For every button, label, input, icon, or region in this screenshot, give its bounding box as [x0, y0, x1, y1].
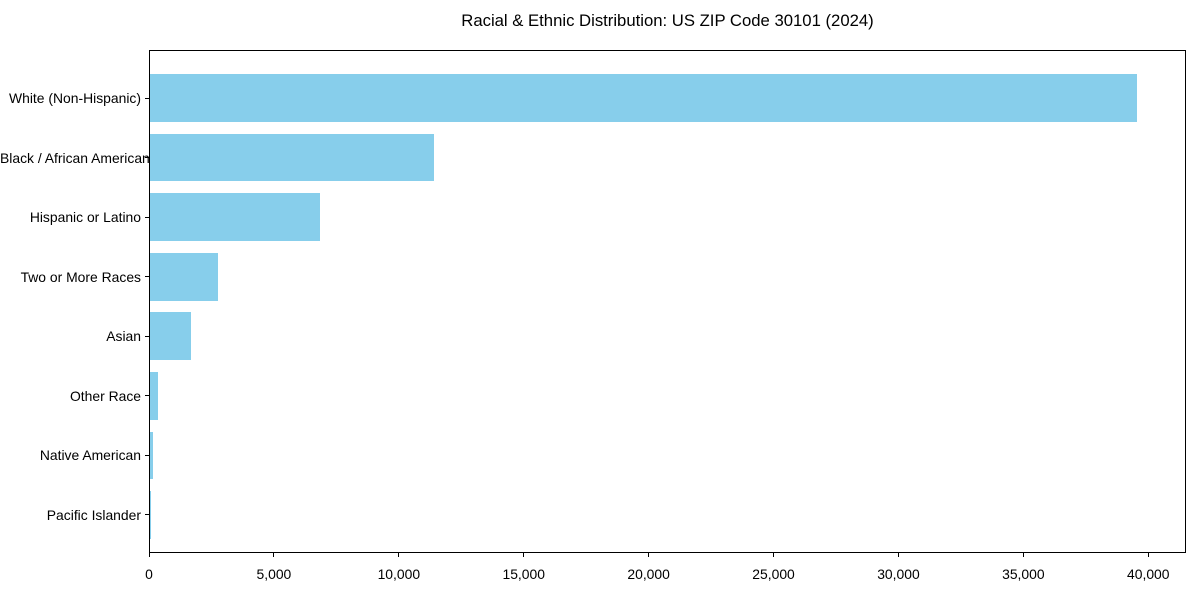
bar-asian — [150, 312, 191, 361]
bar-hispanic-or-latino — [150, 193, 320, 241]
x-tick-label: 35,000 — [1002, 566, 1045, 582]
y-tick-mark — [145, 514, 149, 516]
x-tick-label: 10,000 — [377, 566, 421, 582]
y-tick-label-hispanic-or-latino: Hispanic or Latino — [29, 209, 141, 226]
bar-pacific-islander — [150, 491, 151, 539]
x-tick-mark — [1147, 553, 1149, 557]
x-tick-label: 5,000 — [256, 566, 292, 582]
chart-title: Racial & Ethnic Distribution: US ZIP Cod… — [461, 11, 874, 30]
x-tick-mark — [398, 553, 400, 557]
x-tick-mark — [897, 553, 899, 557]
y-tick-mark — [145, 216, 149, 218]
bar-white-non-hispanic — [150, 74, 1137, 122]
x-tick-label: 20,000 — [627, 566, 670, 582]
bar-other-race — [150, 372, 158, 420]
x-tick-label: 25,000 — [752, 566, 795, 582]
x-tick-label: 30,000 — [877, 566, 920, 582]
bar-black-african-american — [150, 133, 435, 182]
x-tick-mark — [648, 553, 650, 557]
y-tick-label-black-african-american: Black / African American — [0, 149, 150, 166]
x-tick-label: 15,000 — [502, 566, 545, 582]
x-tick-mark — [273, 553, 275, 557]
x-tick-mark — [148, 553, 150, 557]
y-tick-mark — [145, 454, 149, 456]
plot-area — [149, 50, 1186, 553]
y-tick-label-other-race: Other Race — [69, 387, 141, 404]
y-tick-label-native-american: Native American — [39, 447, 141, 464]
x-tick-label: 0 — [145, 566, 153, 582]
y-tick-mark — [145, 276, 149, 278]
bar-two-or-more-races — [150, 252, 218, 301]
y-tick-label-pacific-islander: Pacific Islander — [46, 506, 141, 523]
y-tick-mark — [145, 395, 149, 397]
y-tick-label-asian: Asian — [106, 328, 141, 345]
x-tick-mark — [523, 553, 525, 557]
x-tick-label: 40,000 — [1127, 566, 1170, 582]
y-tick-label-two-or-more-races: Two or More Races — [20, 268, 141, 285]
y-tick-mark — [145, 335, 149, 337]
y-tick-label-white-non-hispanic: White (Non-Hispanic) — [9, 90, 141, 106]
x-tick-mark — [1022, 553, 1024, 557]
x-tick-mark — [773, 553, 775, 557]
y-tick-mark — [145, 97, 149, 99]
bar-native-american — [150, 431, 153, 480]
y-tick-mark — [145, 157, 149, 159]
